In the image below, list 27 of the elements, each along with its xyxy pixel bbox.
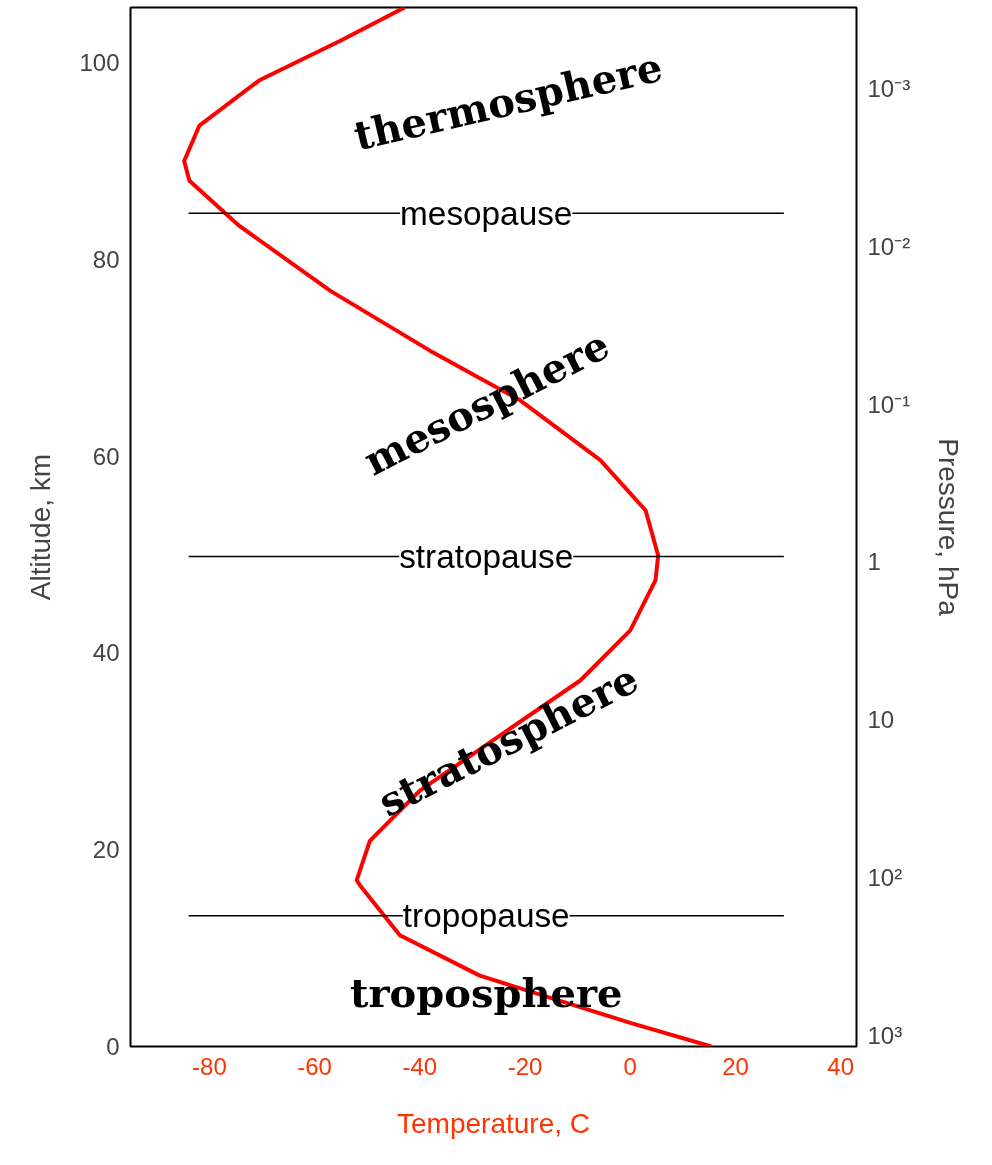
y2-tick-label: 10⁻³ bbox=[867, 74, 911, 102]
x-tick-label: 20 bbox=[722, 1052, 749, 1080]
y-tick-label: 20 bbox=[92, 836, 120, 864]
x-tick-label: -40 bbox=[402, 1052, 438, 1080]
x-axis-title: Temperature, C bbox=[397, 1107, 590, 1139]
y-tick-label: 0 bbox=[106, 1033, 120, 1060]
y2-tick-label: 10⁻² bbox=[867, 232, 911, 260]
ref-line-label: mesopause bbox=[400, 194, 573, 232]
ref-line-label: tropopause bbox=[402, 897, 570, 935]
x-tick-label: 40 bbox=[827, 1052, 855, 1080]
x-tick-label: -80 bbox=[192, 1052, 227, 1080]
y2-tick-label: 1 bbox=[867, 548, 881, 576]
y-tick-label: 100 bbox=[79, 49, 120, 77]
x-tick-label: -20 bbox=[507, 1052, 543, 1080]
y2-tick-label: 10³ bbox=[867, 1022, 903, 1050]
ref-line-label: stratopause bbox=[399, 538, 574, 576]
y-tick-label: 40 bbox=[92, 639, 120, 667]
y2-tick-label: 10⁻¹ bbox=[867, 390, 911, 418]
y2-tick-label: 10 bbox=[867, 706, 895, 734]
x-tick-label: 0 bbox=[623, 1052, 637, 1080]
y-tick-label: 60 bbox=[92, 442, 120, 470]
y-tick-label: 80 bbox=[92, 245, 120, 273]
y-axis-title: Altitude, km bbox=[25, 453, 57, 601]
y2-axis-title: Pressure, hPa bbox=[933, 438, 965, 617]
line-series bbox=[182, 7, 714, 1047]
x-tick-label: -60 bbox=[297, 1052, 332, 1080]
y2-tick-label: 10² bbox=[867, 864, 903, 892]
